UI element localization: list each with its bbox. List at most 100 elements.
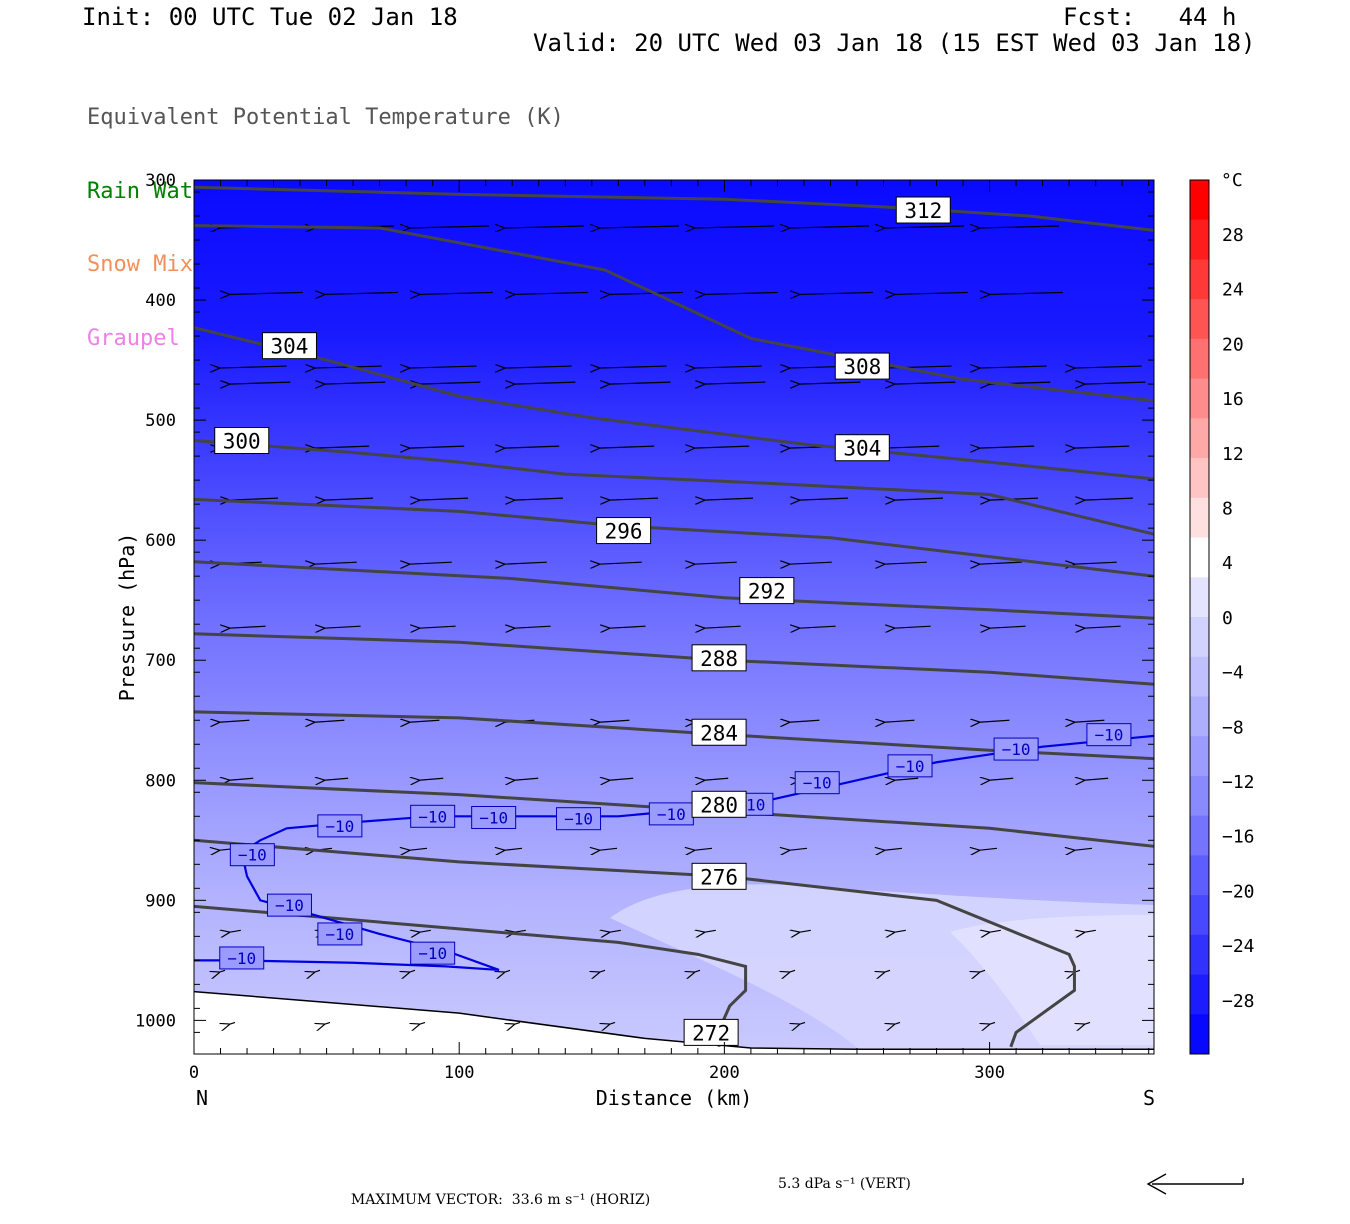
y-axis-title: Pressure (hPa): [115, 533, 139, 702]
y-tick-label: 700: [145, 651, 176, 671]
wind-vector: [1074, 720, 1105, 722]
wind-vector: [884, 562, 927, 564]
isotherm-label: −10: [325, 925, 354, 944]
wind-vector: [989, 930, 1001, 932]
theta-e-label: 312: [904, 199, 942, 223]
colorbar-swatch: [1190, 895, 1209, 936]
isotherm-label: −10: [479, 808, 508, 827]
wind-vector: [504, 446, 560, 448]
isotherm-label-box: [410, 941, 456, 965]
wind-vector: [324, 292, 398, 294]
wind-vector: [419, 292, 493, 294]
colorbar-tick-label: −20: [1222, 881, 1255, 902]
terrain-fill: [194, 991, 1154, 1054]
wind-vector: [694, 562, 737, 564]
colorbar-tick-label: 28: [1222, 225, 1244, 246]
theta-e-label-box: [596, 517, 652, 545]
wind-vector: [599, 969, 606, 972]
wind-vector: [894, 930, 906, 932]
wind-vector: [894, 292, 968, 294]
theta-e-label-box: [691, 862, 747, 890]
max-vector-vert: 5.3 dPa s⁻¹ (VERT): [778, 1176, 911, 1192]
isotherm-label: −10: [657, 805, 686, 824]
wind-vector: [799, 1021, 806, 1024]
theta-e-label-box: [834, 352, 890, 380]
wind-vector: [419, 778, 444, 780]
theta-e-label-box: [683, 1018, 739, 1046]
colorbar-tick-label: 0: [1222, 608, 1233, 629]
wind-vector: [989, 778, 1014, 780]
wind-vector: [229, 382, 291, 384]
wind-vector: [514, 626, 551, 628]
wind-vector: [799, 382, 861, 384]
isotherm-label: −10: [896, 757, 925, 776]
wind-vector: [609, 498, 659, 500]
colorbar-tick-label: −12: [1222, 772, 1255, 793]
isotherm-label: −10: [275, 896, 304, 915]
isotherm-label: −10: [238, 846, 267, 865]
y-tick-label: 600: [145, 531, 176, 551]
theta-e-label-box: [691, 790, 747, 818]
wind-vector: [884, 226, 965, 228]
wind-vector: [694, 366, 762, 368]
cross-section-chart: −10 −10 −10 −10 −10 −10 −10 −10 −10 −10 −10 −10 −10 −…: [115, 170, 1255, 1110]
wind-vector: [799, 292, 873, 294]
wind-vector: [219, 366, 287, 368]
isotherm-label-box: [794, 771, 840, 795]
colorbar-tick-label: −8: [1222, 717, 1244, 738]
isotherm-label: −10: [1002, 740, 1031, 759]
wind-vector: [694, 969, 701, 972]
y-tick-label: 1000: [135, 1011, 176, 1031]
wind-vector: [599, 446, 655, 448]
wind-vector: [1084, 930, 1096, 932]
warm-pocket-shading-inner: [950, 915, 1154, 1045]
colorbar-tick-label: 20: [1222, 334, 1244, 355]
wind-vector: [979, 366, 1047, 368]
wind-vector: [704, 778, 729, 780]
wind-vector: [599, 226, 680, 228]
isotherm-label-box: [219, 946, 265, 970]
reference-vector-arrow: [1146, 1173, 1244, 1195]
colorbar-swatch: [1190, 696, 1209, 737]
wind-vector: [229, 1021, 236, 1024]
wind-vector: [979, 848, 998, 850]
colorbar-swatch: [1190, 497, 1209, 539]
wind-vector: [324, 382, 386, 384]
wind-vector: [894, 626, 931, 628]
wind-vector: [324, 778, 349, 780]
wind-vector: [599, 562, 642, 564]
isotherm-label-box: [410, 804, 456, 828]
colorbar-tick-label: −16: [1222, 827, 1255, 848]
wind-vector: [789, 720, 820, 722]
colorbar-swatch: [1190, 418, 1209, 459]
wind-vector: [314, 446, 370, 448]
wind-vector: [789, 562, 832, 564]
wind-vector: [894, 382, 956, 384]
isotherm-label-box: [887, 754, 933, 778]
wind-vector: [704, 382, 766, 384]
wind-vector: [504, 562, 547, 564]
forecast-hour: Fcst: 44 h: [1063, 3, 1237, 31]
colorbar-swatch: [1190, 815, 1209, 856]
north-label: N: [196, 1086, 208, 1110]
wind-vector: [419, 930, 431, 932]
isotherm-label: −10: [1094, 726, 1123, 745]
wind-vector: [894, 1021, 901, 1024]
isotherm-label-box: [556, 807, 602, 831]
theta-e-label: 300: [223, 430, 261, 454]
y-tick-label: 900: [145, 891, 176, 911]
wind-vector: [789, 969, 796, 972]
wind-vector: [1074, 848, 1093, 850]
wind-vector: [979, 226, 1060, 228]
wind-vector: [504, 848, 523, 850]
isotherm-label-box: [1086, 723, 1132, 747]
colorbar-swatch: [1190, 180, 1209, 221]
theta-e-label-box: [261, 332, 317, 360]
valid-time: Valid: 20 UTC Wed 03 Jan 18 (15 EST Wed …: [533, 29, 1256, 57]
theta-e-label: 304: [843, 437, 881, 461]
plot-frame: [193, 179, 1155, 1055]
wind-vector: [504, 366, 572, 368]
colorbar-tick-label: −24: [1222, 936, 1255, 957]
colorbar-tick-label: 12: [1222, 444, 1244, 465]
legend-theta-e: Equivalent Potential Temperature (K): [87, 105, 564, 130]
